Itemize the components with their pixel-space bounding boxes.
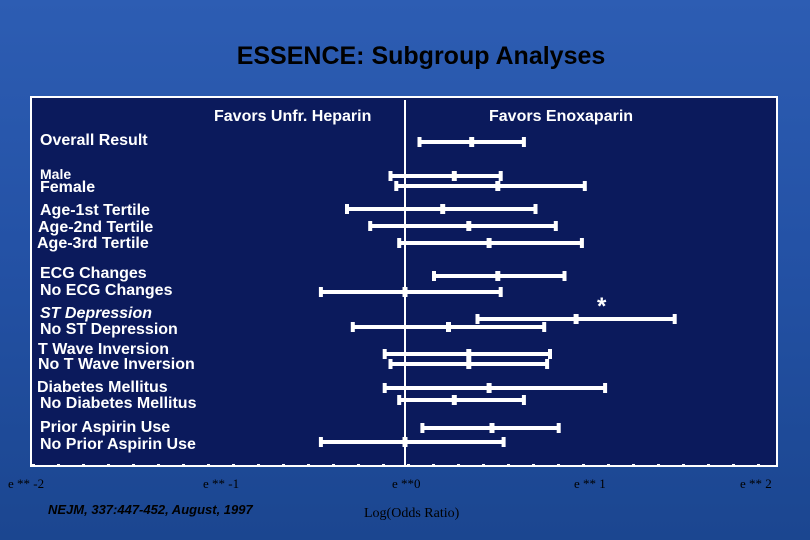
ci-row: [420, 423, 561, 433]
ci-upper-cap: [533, 204, 538, 214]
ci-upper-cap: [582, 181, 587, 191]
slide-title: ESSENCE: Subgroup Analyses: [236, 42, 606, 70]
ci-lower-cap: [420, 423, 425, 433]
ci-row: [382, 349, 552, 359]
x-tick-label: e **0: [392, 476, 421, 491]
subgroup-label: T Wave Inversion: [38, 341, 169, 358]
ci-row: [417, 137, 526, 147]
ci-lower-cap: [382, 349, 387, 359]
ci-upper-cap: [521, 395, 526, 405]
ci-upper-cap: [545, 359, 550, 369]
header-favors-heparin: Favors Unfr. Heparin: [214, 108, 372, 125]
point-estimate: [446, 322, 451, 332]
ci-lower-cap: [394, 181, 399, 191]
ci-lower-cap: [368, 221, 373, 231]
subgroup-label: Male: [40, 166, 72, 182]
point-estimate: [495, 181, 501, 191]
ci-upper-cap: [498, 171, 503, 181]
ci-lower-cap: [318, 437, 323, 447]
x-tick-label: e ** -1: [203, 476, 240, 491]
ci-row: [345, 204, 538, 214]
subgroup-label: No Prior Aspirin Use: [40, 436, 196, 453]
ci-upper-cap: [501, 437, 506, 447]
ci-upper-cap: [521, 137, 526, 147]
ci-upper-cap: [548, 349, 552, 359]
header-favors-enoxaparin: Favors Enoxaparin: [489, 108, 634, 125]
x-tick-label: e ** 2: [740, 476, 772, 491]
ci-row: [388, 359, 550, 369]
point-estimate: [486, 238, 492, 248]
ci-upper-cap: [579, 238, 584, 248]
ci-upper-cap: [562, 271, 567, 281]
subgroup-label: ST Depression: [40, 305, 153, 322]
ci-lower-cap: [318, 287, 323, 297]
ci-lower-cap: [432, 271, 436, 281]
x-tick-label: e ** 1: [574, 476, 606, 491]
ci-row: [318, 437, 506, 447]
point-estimate: [573, 314, 579, 324]
ci-row: [432, 271, 567, 281]
ci-upper-cap: [672, 314, 677, 324]
point-estimate: [466, 221, 472, 231]
ci-upper-cap: [542, 322, 547, 332]
ci-lower-cap: [397, 395, 402, 405]
point-estimate: [451, 171, 457, 181]
point-estimate: [451, 395, 457, 405]
subgroup-label: No ECG Changes: [40, 282, 173, 299]
ci-upper-cap: [498, 287, 503, 297]
subgroup-label: No ST Depression: [40, 321, 178, 338]
ci-upper-cap: [553, 221, 558, 231]
ci-row: [397, 395, 526, 405]
x-tick-label: e ** -2: [8, 476, 45, 491]
significance-marker: *: [597, 293, 607, 320]
ci-row: [388, 171, 503, 181]
ci-lower-cap: [345, 204, 349, 214]
ci-upper-cap: [603, 383, 608, 393]
ci-lower-cap: [350, 322, 355, 332]
subgroup-label: No Diabetes Mellitus: [40, 395, 197, 412]
ci-row: [397, 238, 584, 248]
point-estimate: [489, 423, 495, 433]
subgroup-label: No T Wave Inversion: [38, 356, 195, 373]
subgroup-label: Age-3rd Tertile: [37, 235, 149, 252]
subgroup-label: Overall Result: [40, 132, 148, 149]
ci-lower-cap: [475, 314, 480, 324]
ci-row: [368, 221, 558, 231]
ci-lower-cap: [388, 359, 393, 369]
subgroup-label: Female: [40, 179, 96, 196]
point-estimate: [466, 359, 472, 369]
subgroup-label: ECG Changes: [40, 265, 147, 282]
subgroup-label: Age-2nd Tertile: [38, 219, 154, 236]
point-estimate: [466, 349, 472, 359]
ci-lower-cap: [417, 137, 422, 147]
point-estimate: [440, 204, 446, 214]
subgroup-label: Age-1st Tertile: [40, 202, 150, 219]
ci-row: [382, 383, 608, 393]
ci-lower-cap: [388, 171, 393, 181]
ci-lower-cap: [397, 238, 402, 248]
ci-row: [475, 314, 677, 324]
ci-lower-cap: [382, 383, 387, 393]
ci-upper-cap: [556, 423, 561, 433]
ci-row: [394, 181, 587, 191]
subgroup-label: Prior Aspirin Use: [40, 419, 171, 436]
ci-row: [318, 287, 503, 297]
point-estimate: [495, 271, 501, 281]
subgroup-label: Diabetes Mellitus: [37, 379, 168, 396]
ci-row: [350, 322, 547, 332]
point-estimate: [486, 383, 492, 393]
x-axis-label: Log(Odds Ratio): [364, 506, 460, 521]
citation: NEJM, 337:447-452, August, 1997: [48, 502, 253, 517]
point-estimate: [469, 137, 475, 147]
